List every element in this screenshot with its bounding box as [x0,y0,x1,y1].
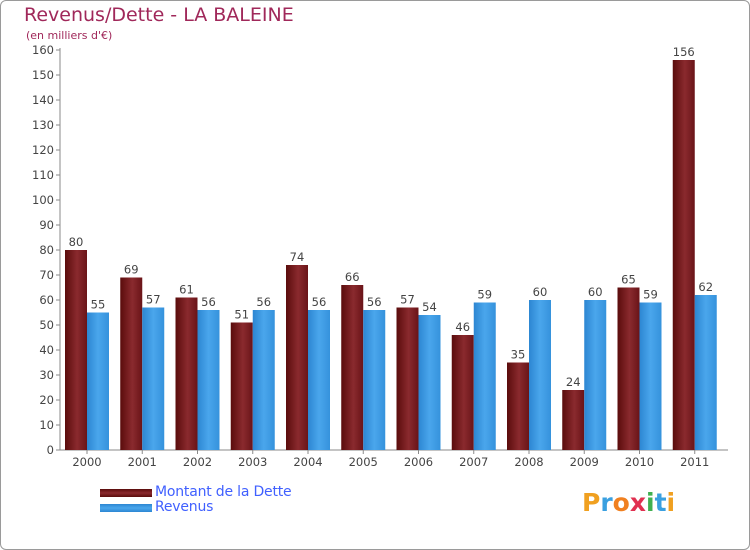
x-tick-label: 2006 [404,455,433,469]
y-tick-label: 50 [39,318,54,332]
logo-letter: P [582,488,601,517]
data-label-dette: 74 [290,250,305,264]
data-label-dette: 24 [566,375,581,389]
data-label-revenus: 62 [698,280,713,294]
data-label-revenus: 59 [477,288,492,302]
data-label-revenus: 55 [91,298,106,312]
data-label-revenus: 56 [201,295,216,309]
logo-letter: t [654,488,667,517]
bar-dette [617,287,640,450]
bar-revenus [529,300,551,450]
bar-dette [562,390,585,450]
x-tick-label: 2004 [293,455,322,469]
data-label-dette: 57 [400,293,415,307]
y-tick-label: 10 [39,418,54,432]
bar-dette [175,297,198,450]
logo-letter: i [666,488,676,517]
x-tick-label: 2003 [238,455,267,469]
y-tick-label: 160 [32,43,54,57]
y-tick-label: 150 [32,68,54,82]
y-tick-label: 120 [32,143,54,157]
x-tick-label: 2009 [570,455,599,469]
bar-dette [507,362,529,450]
y-tick-label: 60 [39,293,54,307]
data-label-dette: 66 [345,270,360,284]
x-tick-label: 2011 [680,455,709,469]
legend-label-dette: Montant de la Dette [155,484,292,500]
data-label-revenus: 56 [256,295,271,309]
y-tick-label: 130 [32,118,54,132]
bar-revenus [363,310,386,450]
x-tick-label: 2005 [349,455,378,469]
logo-letter: o [612,488,630,517]
x-tick-label: 2002 [183,455,212,469]
bar-revenus [584,300,607,450]
data-label-revenus: 56 [367,295,382,309]
bar-dette [286,265,308,450]
bar-revenus [308,310,330,450]
bar-revenus [142,307,165,450]
y-tick-label: 30 [39,368,54,382]
x-tick-label: 2001 [128,455,157,469]
bar-revenus [252,310,275,450]
chart-title: Revenus/Dette - LA BALEINE [24,4,294,26]
bar-dette [672,60,695,450]
logo-letter: r [600,488,613,517]
bar-revenus [87,312,109,450]
bar-revenus [694,295,717,450]
legend-swatch-revenus [100,504,152,512]
data-label-dette: 46 [455,320,470,334]
data-label-revenus: 56 [312,295,327,309]
data-label-revenus: 57 [146,293,161,307]
bar-dette [396,307,419,450]
x-tick-label: 2000 [72,455,101,469]
data-label-dette: 61 [179,283,194,297]
data-label-dette: 156 [673,45,695,59]
legend-label-revenus: Revenus [155,499,214,515]
y-tick-label: 110 [32,168,54,182]
logo-letter: x [629,488,646,517]
bar-dette [120,277,143,450]
x-tick-label: 2008 [514,455,543,469]
x-tick-label: 2010 [625,455,654,469]
x-tick-label: 2007 [459,455,488,469]
logo-letter: i [646,488,655,517]
bar-revenus [639,302,662,450]
bar-dette [65,250,87,450]
bar-dette [230,322,253,450]
chart-subtitle: (en milliers d'€) [26,29,113,42]
y-tick-label: 100 [32,193,54,207]
bar-revenus [197,310,220,450]
data-label-dette: 65 [621,273,636,287]
y-tick-label: 140 [32,93,54,107]
data-label-dette: 69 [124,263,139,277]
y-tick-label: 90 [39,218,54,232]
y-tick-label: 20 [39,393,54,407]
data-label-revenus: 59 [643,288,658,302]
data-label-revenus: 54 [422,300,437,314]
y-tick-label: 80 [39,243,54,257]
bar-revenus [418,315,441,450]
bar-dette [341,285,364,450]
legend-swatch-dette [100,489,152,497]
data-label-dette: 80 [69,235,84,249]
data-label-dette: 51 [234,308,249,322]
data-label-revenus: 60 [588,285,603,299]
bar-dette [451,335,474,450]
y-tick-label: 70 [39,268,54,282]
data-label-dette: 35 [511,348,526,362]
bar-revenus [473,302,496,450]
y-tick-label: 0 [47,443,54,457]
proxiti-logo: Proxiti [582,488,675,517]
y-tick-label: 40 [39,343,54,357]
data-label-revenus: 60 [533,285,548,299]
